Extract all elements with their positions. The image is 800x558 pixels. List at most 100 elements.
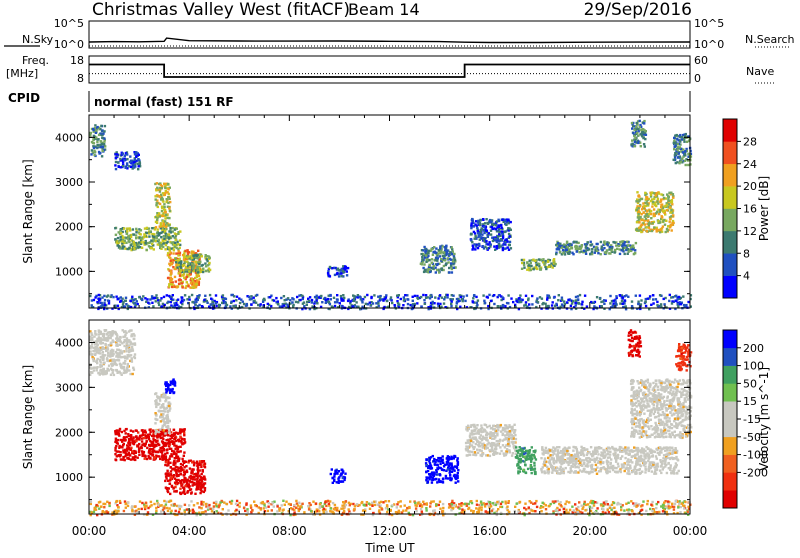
- heatmap-cell: [168, 207, 170, 209]
- heatmap-cell: [130, 430, 132, 432]
- heatmap-cell: [169, 227, 171, 229]
- heatmap-cell: [177, 254, 179, 256]
- heatmap-cell: [183, 438, 185, 440]
- heatmap-cell: [434, 296, 436, 298]
- heatmap-cell: [121, 240, 123, 242]
- heatmap-cell: [679, 134, 681, 136]
- heatmap-cell: [197, 250, 199, 252]
- heatmap-cell: [114, 447, 116, 449]
- heatmap-cell: [155, 204, 157, 206]
- heatmap-cell: [502, 237, 504, 239]
- heatmap-cell: [132, 301, 134, 303]
- heatmap-cell: [507, 427, 509, 429]
- heatmap-cell: [127, 354, 129, 356]
- heatmap-cell: [142, 434, 144, 436]
- heatmap-cell: [439, 463, 441, 465]
- heatmap-cell: [622, 303, 624, 305]
- heatmap-cell: [187, 479, 189, 481]
- heatmap-cell: [256, 294, 258, 296]
- heatmap-cell: [542, 302, 544, 304]
- heatmap-cell: [116, 372, 118, 374]
- heatmap-cell: [149, 429, 151, 431]
- colorbar-tick-label: 4: [743, 270, 750, 283]
- heatmap-cell: [641, 208, 643, 210]
- heatmap-cell: [636, 128, 638, 130]
- heatmap-cell: [126, 238, 128, 240]
- heatmap-cell: [91, 343, 93, 345]
- heatmap-cell: [609, 295, 611, 297]
- heatmap-cell: [134, 165, 136, 167]
- heatmap-cell: [172, 227, 174, 229]
- heatmap-cell: [164, 453, 166, 455]
- heatmap-cell: [162, 410, 164, 412]
- heatmap-cell: [171, 437, 173, 439]
- heatmap-cell: [101, 155, 103, 157]
- heatmap-cell: [470, 238, 472, 240]
- heatmap-cell: [97, 349, 99, 351]
- heatmap-cell: [438, 249, 440, 251]
- heatmap-cell: [186, 482, 188, 484]
- heatmap-cell: [377, 302, 379, 304]
- heatmap-cell: [132, 343, 134, 345]
- heatmap-cell: [171, 450, 173, 452]
- heatmap-cell: [619, 302, 621, 304]
- heatmap-cell: [467, 446, 469, 448]
- heatmap-cell: [165, 397, 167, 399]
- heatmap-cell: [106, 368, 108, 370]
- heatmap-cell: [146, 298, 148, 300]
- heatmap-cell: [486, 230, 488, 232]
- heatmap-cell: [145, 431, 147, 433]
- heatmap-cell: [157, 451, 159, 453]
- heatmap-cell: [235, 305, 237, 307]
- y-tick-label: 1000: [55, 265, 83, 278]
- chart-title: Christmas Valley West (fitACF): [92, 0, 350, 20]
- heatmap-cell: [126, 436, 128, 438]
- heatmap-cell: [347, 300, 349, 302]
- heatmap-cell: [193, 482, 195, 484]
- heatmap-cell: [164, 432, 166, 434]
- heatmap-cell: [526, 269, 528, 271]
- heatmap-cell: [144, 297, 146, 299]
- heatmap-cell: [121, 458, 123, 460]
- heatmap-cell: [614, 251, 616, 253]
- heatmap-cell: [166, 191, 168, 193]
- heatmap-cell: [133, 233, 135, 235]
- heatmap-cell: [653, 226, 655, 228]
- heatmap-cell: [451, 471, 453, 473]
- heatmap-cell: [671, 224, 673, 226]
- heatmap-cell: [185, 269, 187, 271]
- heatmap-cell: [184, 441, 186, 443]
- heatmap-cell: [431, 467, 433, 469]
- heatmap-cell: [120, 356, 122, 358]
- heatmap-cell: [474, 238, 476, 240]
- heatmap-cell: [447, 477, 449, 479]
- heatmap-cell: [91, 353, 93, 355]
- heatmap-cell: [183, 455, 185, 457]
- heatmap-cell: [320, 295, 322, 297]
- heatmap-cell: [531, 295, 533, 297]
- heatmap-cell: [164, 187, 166, 189]
- heatmap-cell: [99, 360, 101, 362]
- heatmap-cell: [130, 236, 132, 238]
- heatmap-cell: [477, 299, 479, 301]
- heatmap-cell: [450, 305, 452, 307]
- heatmap-cell: [467, 439, 469, 441]
- heatmap-cell: [433, 265, 435, 267]
- heatmap-cell: [484, 429, 486, 431]
- heatmap-cell: [188, 262, 190, 264]
- heatmap-cell: [454, 259, 456, 261]
- heatmap-cell: [176, 450, 178, 452]
- heatmap-cell: [309, 296, 311, 298]
- heatmap-cell: [160, 184, 162, 186]
- heatmap-cell: [570, 305, 572, 307]
- heatmap-cell: [682, 151, 684, 153]
- heatmap-cell: [311, 299, 313, 301]
- heatmap-cell: [575, 241, 577, 243]
- heatmap-cell: [149, 230, 151, 232]
- heatmap-cell: [130, 244, 132, 246]
- heatmap-cell: [635, 242, 637, 244]
- heatmap-cell: [158, 304, 160, 306]
- heatmap-cell: [178, 467, 180, 469]
- heatmap-cell: [133, 338, 135, 340]
- heatmap-cell: [669, 218, 671, 220]
